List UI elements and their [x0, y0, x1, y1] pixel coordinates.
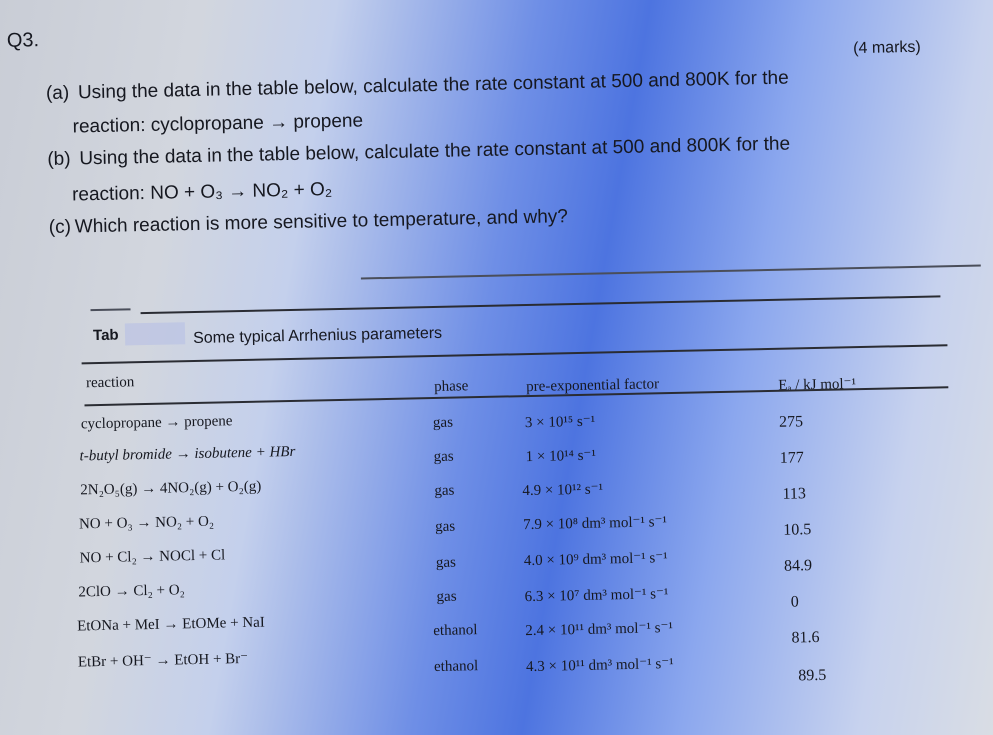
row5-factor: 4.0 × 10⁹ dm³ mol⁻¹ s⁻¹	[523, 550, 668, 570]
marks-label: (4 marks)	[853, 38, 921, 58]
row1-reaction: cyclopropane → propene	[80, 413, 233, 433]
part-b-line1: Using the data in the table below, calcu…	[79, 133, 791, 170]
short-rule	[90, 308, 131, 311]
row3-factor: 4.9 × 10¹² s⁻¹	[522, 481, 604, 500]
caption-glare	[124, 322, 186, 346]
row4-reaction: NO + O₃ → NO₂ + O₂	[78, 513, 215, 533]
row8-reaction: EtBr + OH⁻ → EtOH + Br⁻	[77, 650, 249, 671]
row6-factor: 6.3 × 10⁷ dm³ mol⁻¹ s⁻¹	[524, 586, 669, 606]
header-rule	[84, 386, 949, 406]
row1-factor: 3 × 10¹⁵ s⁻¹	[524, 413, 596, 432]
row4-factor: 7.9 × 10⁸ dm³ mol⁻¹ s⁻¹	[522, 514, 668, 534]
row8-factor: 4.3 × 10¹¹ dm³ mol⁻¹ s⁻¹	[525, 656, 674, 676]
row6-reaction: 2ClO → Cl₂ + O₂	[78, 582, 186, 601]
row3-ea: 113	[782, 485, 807, 503]
row5-reaction: NO + Cl₂ → NOCl + Cl	[79, 547, 226, 567]
row8-ea: 89.5	[798, 666, 827, 685]
table-caption-prefix: Tab	[92, 326, 119, 345]
row2-factor: 1 × 10¹⁴ s⁻¹	[525, 447, 597, 466]
table-top-rule	[140, 295, 941, 314]
table-caption-text: Some typical Arrhenius parameters	[192, 324, 443, 348]
part-c-text: Which reaction is more sensitive to temp…	[74, 206, 569, 238]
header-phase: phase	[434, 378, 469, 395]
part-c-label: (c)	[48, 216, 72, 239]
row3-phase: gas	[434, 482, 455, 500]
row3-reaction: 2N₂O₅(g) → 4NO₂(g) + O₂(g)	[80, 478, 262, 499]
part-b-line2: reaction: NO + O₃ → NO₂ + O₂	[71, 179, 333, 206]
row6-ea: 0	[790, 593, 799, 611]
row7-ea: 81.6	[791, 628, 820, 647]
row1-phase: gas	[432, 414, 454, 432]
answer-line	[360, 264, 981, 280]
row5-phase: gas	[435, 554, 457, 571]
row4-phase: gas	[434, 518, 456, 536]
header-ea: Eₐ / kJ mol⁻¹	[778, 376, 857, 394]
row7-reaction: EtONa + MeI → EtOMe + NaI	[76, 614, 265, 635]
row1-ea: 275	[778, 413, 804, 431]
row5-ea: 84.9	[783, 557, 813, 575]
part-b-label: (b)	[47, 148, 71, 171]
row4-ea: 10.5	[783, 521, 812, 539]
row2-reaction: t-butyl bromide → isobutene + HBr	[79, 443, 296, 465]
row2-ea: 177	[779, 449, 804, 467]
row8-phase: ethanol	[433, 658, 479, 676]
row7-phase: ethanol	[433, 622, 478, 640]
row6-phase: gas	[436, 588, 457, 605]
row2-phase: gas	[433, 448, 454, 466]
row7-factor: 2.4 × 10¹¹ dm³ mol⁻¹ s⁻¹	[525, 620, 674, 640]
part-a-line1: Using the data in the table below, calcu…	[77, 67, 789, 104]
question-number: Q3.	[6, 29, 40, 52]
header-reaction: reaction	[85, 374, 135, 392]
part-a-label: (a)	[45, 82, 70, 105]
part-a-line2: reaction: cyclopropane → propene	[72, 110, 364, 138]
